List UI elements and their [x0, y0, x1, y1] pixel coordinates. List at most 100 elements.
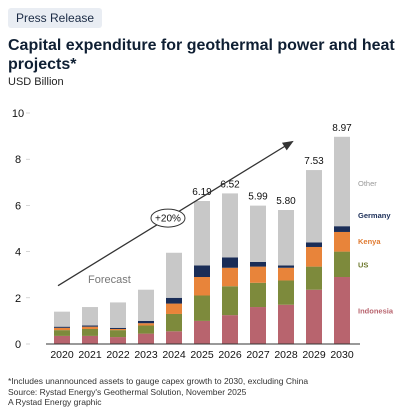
bar-segment-germany-2025	[194, 265, 210, 278]
bars	[54, 136, 350, 344]
y-tick-label: 0	[15, 339, 21, 351]
x-tick-label: 2030	[330, 349, 354, 361]
bar-segment-germany-2021	[82, 325, 98, 327]
bar-segment-us-2020	[54, 330, 70, 336]
bar-segment-indonesia-2027	[250, 307, 266, 344]
bar-segment-us-2024	[166, 313, 182, 332]
bar-segment-us-2028	[278, 280, 294, 305]
annotations: +20% Forecast	[57, 140, 294, 287]
bar-segment-indonesia-2025	[194, 320, 210, 344]
bar-segment-us-2025	[194, 295, 210, 321]
bar-segment-us-2030	[334, 251, 350, 278]
unit-label: USD Billion	[8, 76, 64, 88]
bar-segment-germany-2027	[250, 261, 266, 267]
growth-label: +20%	[155, 214, 181, 225]
legend-label-kenya: Kenya	[358, 237, 381, 246]
bar-segment-germany-2029	[306, 242, 322, 247]
x-tick-label: 2025	[190, 349, 214, 361]
bar-segment-us-2026	[222, 286, 238, 316]
bar-segment-other-2025	[194, 201, 210, 266]
bar-segment-indonesia-2020	[54, 335, 70, 344]
total-labels: 6.19 6.52 5.99 5.80 7.53 8.97	[192, 123, 352, 207]
total-label-2030: 8.97	[332, 123, 352, 134]
bar-segment-indonesia-2029	[306, 289, 322, 344]
bar-segment-kenya-2021	[82, 326, 98, 329]
total-label-2025: 6.19	[192, 187, 212, 198]
bar-segment-us-2022	[110, 330, 126, 338]
x-tick-label: 2027	[246, 349, 270, 361]
bar-segment-other-2027	[250, 205, 266, 262]
chart-title: Capital expenditure for geothermal power…	[8, 37, 395, 73]
bar-segment-us-2029	[306, 266, 322, 290]
y-tick-label: 6	[15, 200, 21, 212]
y-axis: 0 2 4 6 8 10	[12, 108, 30, 351]
bar-segment-indonesia-2022	[110, 337, 126, 344]
total-label-2027: 5.99	[248, 192, 268, 203]
y-tick-label: 2	[15, 293, 21, 305]
bar-segment-kenya-2020	[54, 327, 70, 331]
bar-segment-other-2021	[82, 307, 98, 326]
bar-segment-other-2023	[138, 289, 154, 321]
footnotes: *Includes unannounced assets to gauge ca…	[8, 376, 408, 408]
bar-segment-kenya-2028	[278, 267, 294, 281]
x-tick-label: 2029	[302, 349, 326, 361]
x-tick-label: 2020	[50, 349, 74, 361]
y-tick-label: 8	[15, 154, 21, 166]
x-axis: 2020 2021 2022 2023 2024 2025 2026 2027 2028 2029…	[46, 343, 360, 361]
bar-segment-indonesia-2028	[278, 304, 294, 344]
bar-segment-kenya-2025	[194, 277, 210, 296]
bar-segment-germany-2030	[334, 226, 350, 232]
x-tick-label: 2028	[274, 349, 298, 361]
x-tick-label: 2021	[78, 349, 102, 361]
bar-segment-kenya-2027	[250, 266, 266, 283]
bar-segment-kenya-2026	[222, 267, 238, 287]
bar-segment-indonesia-2024	[166, 331, 182, 344]
bar-segment-other-2022	[110, 302, 126, 328]
bar-segment-germany-2028	[278, 265, 294, 268]
footnote-source: Source: Rystad Energy's Geothermal Solut…	[8, 386, 247, 397]
growth-badge	[150, 208, 186, 228]
bar-segment-us-2023	[138, 325, 154, 334]
bar-segment-germany-2024	[166, 297, 182, 304]
bar-segment-other-2030	[334, 136, 350, 227]
bar-segment-us-2021	[82, 328, 98, 336]
total-label-2029: 7.53	[304, 156, 324, 167]
footnote-credit: A Rystad Energy graphic	[8, 397, 102, 407]
bar-segment-other-2026	[222, 193, 238, 258]
bar-segment-other-2020	[54, 311, 70, 327]
press-release-badge: Press Release	[8, 8, 103, 28]
bar-segment-indonesia-2021	[82, 335, 98, 344]
bar-segment-germany-2020	[54, 326, 70, 328]
bar-segment-other-2024	[166, 252, 182, 298]
bar-segment-kenya-2023	[138, 323, 154, 326]
legend-label-us: US	[358, 260, 368, 269]
bar-segment-indonesia-2030	[334, 277, 350, 344]
bar-segment-kenya-2029	[306, 246, 322, 267]
total-label-2026: 6.52	[220, 179, 240, 190]
bar-segment-us-2027	[250, 282, 266, 308]
x-tick-label: 2024	[162, 349, 186, 361]
bar-segment-kenya-2030	[334, 231, 350, 252]
bar-segment-indonesia-2023	[138, 333, 154, 344]
bar-segment-kenya-2024	[166, 303, 182, 314]
bar-segment-other-2028	[278, 210, 294, 266]
legend-label-indonesia: Indonesia	[358, 307, 394, 316]
bar-segment-kenya-2022	[110, 328, 126, 331]
footnote-note: *Includes unannounced assets to gauge ca…	[8, 376, 309, 386]
x-tick-label: 2023	[134, 349, 158, 361]
y-tick-label: 10	[12, 108, 24, 120]
legend-label-other: Other	[358, 179, 377, 188]
total-label-2028: 5.80	[276, 196, 296, 207]
legend: Indonesia US Kenya Germany Other	[358, 179, 394, 316]
legend-label-germany: Germany	[358, 211, 391, 220]
arrow-head-icon	[281, 140, 294, 151]
y-tick-label: 4	[15, 247, 21, 259]
bar-segment-germany-2023	[138, 320, 154, 324]
bar-segment-germany-2026	[222, 257, 238, 268]
bar-segment-germany-2022	[110, 327, 126, 329]
forecast-label: Forecast	[88, 274, 131, 286]
bar-segment-indonesia-2026	[222, 315, 238, 344]
bar-segment-other-2029	[306, 170, 322, 243]
x-tick-label: 2022	[106, 349, 130, 361]
